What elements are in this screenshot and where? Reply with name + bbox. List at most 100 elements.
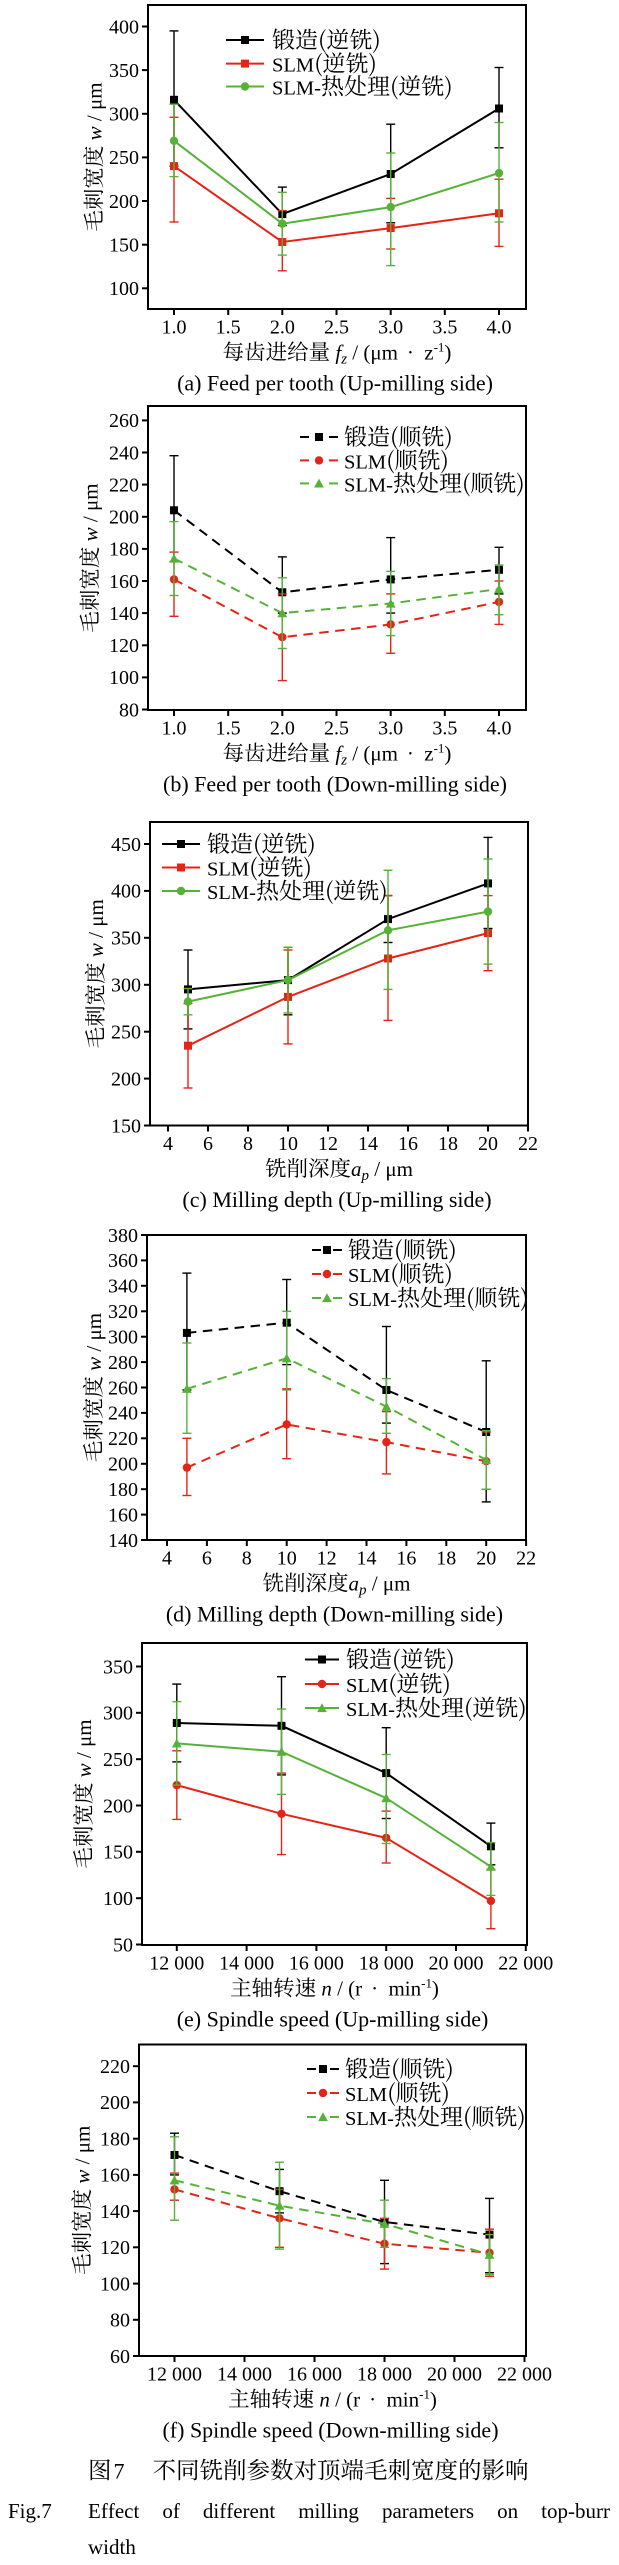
svg-text:3.0: 3.0 — [378, 718, 403, 740]
svg-text:150: 150 — [111, 1115, 141, 1137]
svg-text:/ μm: / μm — [83, 82, 107, 121]
svg-text:20 000: 20 000 — [427, 2364, 482, 2386]
svg-text:220: 220 — [108, 1428, 138, 1450]
svg-text:-1: -1 — [434, 340, 445, 355]
svg-text:SLM: SLM — [344, 451, 386, 473]
svg-text:8: 8 — [243, 1133, 253, 1155]
svg-text:1.5: 1.5 — [216, 718, 241, 740]
svg-text:220: 220 — [109, 474, 139, 496]
svg-text:4: 4 — [162, 1548, 172, 1570]
svg-text:SLM-: SLM- — [348, 1289, 397, 1311]
svg-text:w: w — [82, 1357, 106, 1371]
svg-text:160: 160 — [109, 571, 139, 593]
svg-text:SLM-: SLM- — [346, 1699, 395, 1721]
svg-text:SLM-: SLM- — [344, 474, 393, 496]
svg-text:w: w — [83, 126, 107, 140]
svg-text:/ μm: / μm — [71, 2126, 95, 2165]
svg-text:200: 200 — [109, 507, 139, 529]
svg-text:150: 150 — [103, 1842, 133, 1864]
svg-text:7: 7 — [114, 2459, 125, 2484]
svg-text:100: 100 — [100, 2273, 130, 2295]
svg-text:16: 16 — [398, 1133, 418, 1155]
svg-text:22 000: 22 000 — [497, 2364, 552, 2386]
svg-text:): ) — [432, 1977, 439, 2001]
svg-text:2.0: 2.0 — [270, 317, 295, 339]
svg-text:450: 450 — [111, 834, 141, 856]
svg-text:80: 80 — [110, 2310, 130, 2332]
svg-text:min: min — [388, 1977, 421, 2001]
svg-text:180: 180 — [100, 2129, 130, 2151]
svg-text:300: 300 — [103, 1703, 133, 1725]
svg-text:-1: -1 — [419, 2387, 430, 2402]
svg-text:22: 22 — [518, 1133, 538, 1155]
svg-text:100: 100 — [103, 1888, 133, 1910]
svg-text:350: 350 — [103, 1656, 133, 1678]
svg-text:16 000: 16 000 — [289, 1953, 344, 1975]
svg-text:18: 18 — [438, 1133, 458, 1155]
svg-text:260: 260 — [108, 1377, 138, 1399]
svg-text:p: p — [361, 1168, 370, 1184]
svg-text:SLM-: SLM- — [345, 2108, 394, 2130]
svg-text:140: 140 — [100, 2201, 130, 2223]
svg-text:260: 260 — [109, 410, 139, 432]
svg-text:200: 200 — [100, 2092, 130, 2114]
svg-text:f: f — [335, 742, 344, 766]
svg-text:/ μm: / μm — [79, 483, 103, 522]
svg-text:2.5: 2.5 — [324, 718, 349, 740]
svg-text:SLM: SLM — [348, 1265, 390, 1287]
svg-text:n: n — [321, 1977, 332, 2001]
svg-text:50: 50 — [113, 1934, 133, 1956]
svg-text:8: 8 — [242, 1548, 252, 1570]
svg-text:200: 200 — [103, 1795, 133, 1817]
svg-text:10: 10 — [278, 1133, 298, 1155]
svg-text:400: 400 — [109, 16, 139, 38]
svg-text:250: 250 — [103, 1749, 133, 1771]
svg-text:): ) — [444, 742, 451, 766]
svg-text:14: 14 — [357, 1548, 377, 1570]
svg-text:): ) — [444, 341, 451, 365]
svg-text:1.0: 1.0 — [162, 718, 187, 740]
svg-text:320: 320 — [108, 1301, 138, 1323]
svg-text:120: 120 — [100, 2237, 130, 2259]
svg-text:280: 280 — [108, 1352, 138, 1374]
svg-text:/ μm: / μm — [82, 1313, 106, 1352]
svg-text:w: w — [79, 527, 103, 541]
svg-text:/ μm: / μm — [374, 1157, 413, 1181]
svg-text:(c) Milling depth (Up-milling: (c) Milling depth (Up-milling side) — [182, 1187, 491, 1212]
svg-text:2.0: 2.0 — [270, 718, 295, 740]
svg-text:3.0: 3.0 — [378, 317, 403, 339]
svg-text:340: 340 — [108, 1276, 138, 1298]
svg-text:18: 18 — [436, 1548, 456, 1570]
svg-text:60: 60 — [110, 2346, 130, 2368]
svg-text:/ μm: / μm — [372, 1572, 411, 1596]
svg-text:1.5: 1.5 — [216, 317, 241, 339]
svg-text:SLM-: SLM- — [272, 78, 321, 100]
svg-text:200: 200 — [111, 1068, 141, 1090]
svg-text:min: min — [386, 2388, 419, 2412]
svg-text:/ μm: / μm — [72, 1719, 96, 1758]
svg-text:6: 6 — [203, 1133, 213, 1155]
svg-text:300: 300 — [108, 1327, 138, 1349]
svg-text:14 000: 14 000 — [217, 2364, 272, 2386]
svg-text:16: 16 — [396, 1548, 416, 1570]
svg-text:·: · — [371, 1977, 378, 2001]
svg-text:4: 4 — [163, 1133, 173, 1155]
svg-text:(f) Spindle speed (Down-millin: (f) Spindle speed (Down-milling side) — [162, 2418, 498, 2443]
svg-text:18 000: 18 000 — [359, 1953, 414, 1975]
svg-text:z: z — [340, 753, 347, 769]
svg-text:a: a — [349, 1572, 360, 1596]
svg-text:/ μm: / μm — [84, 899, 108, 938]
svg-text:180: 180 — [108, 1479, 138, 1501]
svg-text:80: 80 — [119, 699, 139, 721]
svg-text:160: 160 — [100, 2165, 130, 2187]
svg-text:w: w — [72, 1763, 96, 1777]
svg-text:180: 180 — [109, 539, 139, 561]
svg-text:100: 100 — [109, 278, 139, 300]
svg-text:18 000: 18 000 — [357, 2364, 412, 2386]
svg-text:12: 12 — [317, 1548, 337, 1570]
svg-text:20: 20 — [478, 1133, 498, 1155]
svg-text:22 000: 22 000 — [498, 1953, 553, 1975]
svg-text:350: 350 — [109, 60, 139, 82]
svg-text:w: w — [84, 943, 108, 957]
svg-text:400: 400 — [111, 881, 141, 903]
